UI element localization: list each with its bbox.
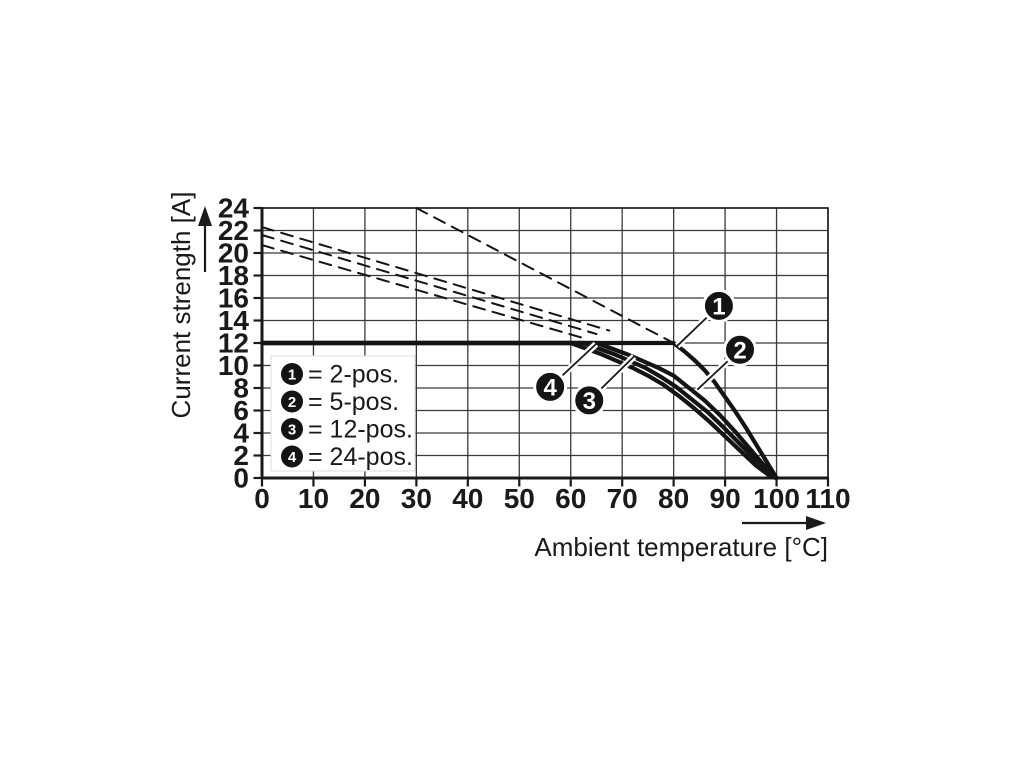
callout-balloon-number: 3: [583, 388, 596, 415]
y-tick-label: 4: [233, 418, 249, 449]
x-tick-label: 40: [452, 483, 483, 514]
y-tick-label: 0: [233, 463, 249, 494]
x-tick-label: 100: [753, 483, 800, 514]
y-tick-label: 2: [233, 440, 249, 471]
x-tick-label: 30: [401, 483, 432, 514]
legend-item: 4 = 24-pos.: [281, 443, 413, 471]
x-tick-label: 60: [555, 483, 586, 514]
unrestricted-dashed-line: [261, 226, 611, 332]
legend-symbol-number: 3: [288, 422, 296, 439]
legend-symbol-number: 1: [288, 367, 296, 384]
legend-symbol-number: 4: [288, 449, 297, 466]
x-tick-label: 80: [658, 483, 689, 514]
y-tick-label: 14: [218, 305, 250, 336]
legend-item: 2 = 5-pos.: [281, 388, 399, 416]
y-tick-label: 12: [218, 328, 249, 359]
x-tick-label: 20: [349, 483, 380, 514]
callout-balloon: [533, 369, 568, 404]
limit-curve: [259, 340, 779, 481]
legend-symbol-circle: [281, 363, 303, 385]
x-tick-label: 70: [607, 483, 638, 514]
curve-layer: [259, 207, 779, 481]
limit-curve: [259, 340, 779, 481]
y-tick-label: 6: [233, 395, 249, 426]
callout-balloon: [572, 383, 607, 418]
y-tick-label: 18: [218, 260, 249, 291]
legend-symbol-circle: [281, 418, 303, 440]
y-axis-arrow-icon: [198, 206, 212, 272]
unrestricted-dashed-line: [261, 244, 582, 339]
x-tick-label: 110: [805, 483, 850, 514]
x-axis-label: Ambient temperature [°C]: [534, 532, 828, 562]
x-tick-label: 0: [254, 483, 270, 514]
y-tick-label: 10: [218, 350, 249, 381]
y-tick-label: 8: [233, 373, 249, 404]
y-tick-label: 20: [218, 238, 249, 269]
x-tick-label: 10: [298, 483, 329, 514]
legend-item: 3 = 12-pos.: [281, 416, 413, 444]
legend-symbol-circle: [281, 390, 303, 413]
x-tick-label: 50: [504, 483, 535, 514]
unrestricted-dashed-line: [415, 207, 675, 344]
limit-curve: [259, 340, 779, 481]
y-tick-label: 22: [218, 215, 249, 246]
x-tick-label: 90: [710, 483, 741, 514]
legend-item-label: = 5-pos.: [308, 388, 399, 416]
legend-symbol-number: 2: [288, 394, 296, 411]
legend-item-label: = 24-pos.: [308, 443, 413, 471]
legend-layer: 1 = 2-pos. 2 = 5-pos. 3 = 12-pos. 4 = 24-pos.: [270, 355, 416, 472]
legend-item: 1 = 2-pos.: [281, 361, 399, 389]
y-tick-label: 16: [218, 283, 249, 314]
callout-balloon-number: 2: [733, 337, 746, 364]
callout-balloon-number: 1: [712, 293, 725, 320]
legend-item-label: = 2-pos.: [308, 361, 399, 389]
x-axis-arrow-icon: [742, 516, 826, 530]
limit-curve: [259, 340, 779, 481]
tick-layer: 0 10 20 30 40 50 60 70 80 90 100 110024681012141618…: [218, 193, 851, 515]
callout-balloon-number: 4: [543, 374, 557, 401]
y-tick-label: 24: [218, 193, 250, 224]
callout-balloon: [723, 332, 758, 367]
legend-item-label: = 12-pos.: [308, 416, 413, 444]
legend-symbol-circle: [281, 445, 303, 468]
y-axis-label: Current strength [A]: [166, 192, 196, 419]
unrestricted-dashed-line: [261, 234, 598, 335]
callout-layer: 12 34: [533, 288, 758, 418]
callout-balloon: [701, 288, 736, 323]
